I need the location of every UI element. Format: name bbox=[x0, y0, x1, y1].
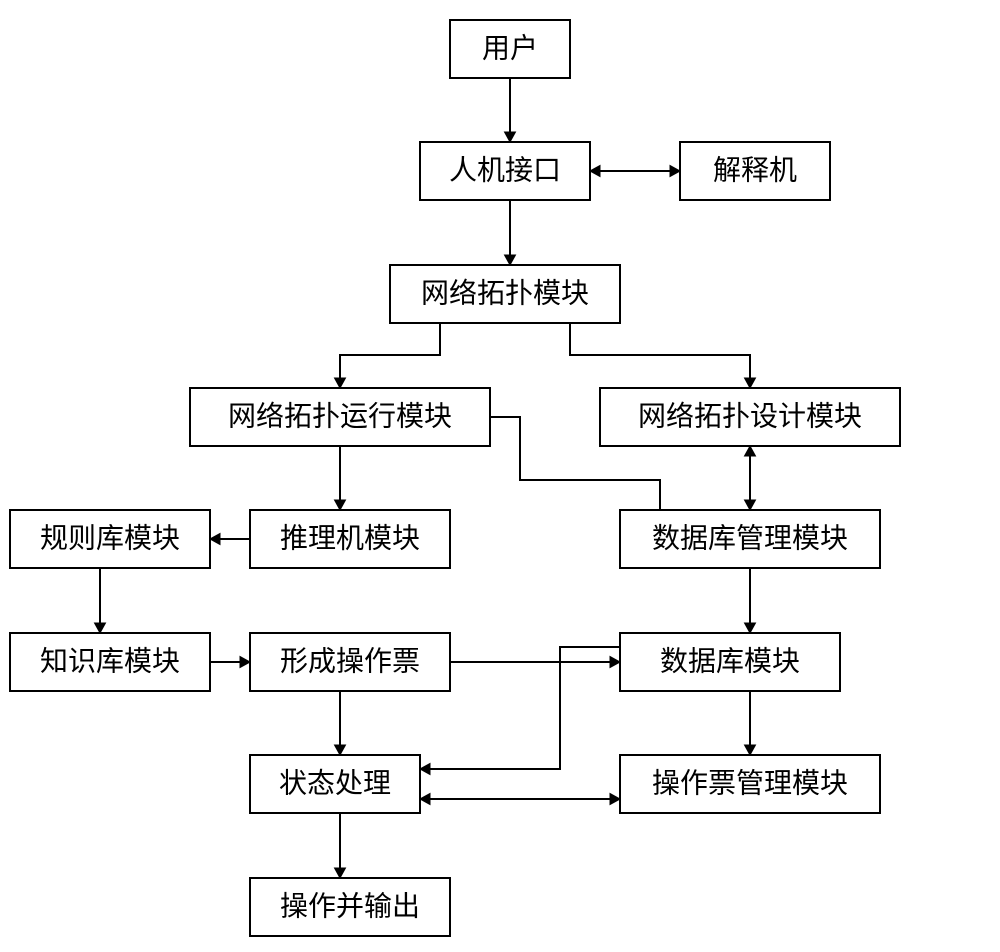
node-label-infer: 推理机模块 bbox=[280, 522, 420, 554]
node-label-ticket_mgmt: 操作票管理模块 bbox=[652, 767, 848, 799]
node-label-hmi: 人机接口 bbox=[449, 154, 561, 186]
node-infer: 推理机模块 bbox=[250, 510, 450, 568]
node-state: 状态处理 bbox=[250, 755, 420, 813]
node-label-state: 状态处理 bbox=[279, 767, 391, 799]
node-explain: 解释机 bbox=[680, 142, 830, 200]
node-db: 数据库模块 bbox=[620, 633, 840, 691]
node-label-topo_design: 网络拓扑设计模块 bbox=[638, 400, 862, 432]
node-label-db: 数据库模块 bbox=[660, 645, 800, 677]
node-label-topo_run: 网络拓扑运行模块 bbox=[228, 400, 452, 432]
node-user: 用户 bbox=[450, 20, 570, 78]
node-topo_design: 网络拓扑设计模块 bbox=[600, 388, 900, 446]
node-label-ticket: 形成操作票 bbox=[280, 645, 420, 677]
node-rule: 规则库模块 bbox=[10, 510, 210, 568]
node-topo: 网络拓扑模块 bbox=[390, 265, 620, 323]
node-label-output: 操作并输出 bbox=[280, 890, 420, 922]
node-ticket_mgmt: 操作票管理模块 bbox=[620, 755, 880, 813]
node-kb: 知识库模块 bbox=[10, 633, 210, 691]
node-output: 操作并输出 bbox=[250, 878, 450, 936]
node-topo_run: 网络拓扑运行模块 bbox=[190, 388, 490, 446]
node-label-kb: 知识库模块 bbox=[40, 645, 180, 677]
node-hmi: 人机接口 bbox=[420, 142, 590, 200]
node-label-explain: 解释机 bbox=[713, 154, 797, 186]
node-label-dbm: 数据库管理模块 bbox=[652, 522, 848, 554]
node-label-rule: 规则库模块 bbox=[40, 522, 180, 554]
node-label-topo: 网络拓扑模块 bbox=[421, 277, 589, 309]
node-label-user: 用户 bbox=[482, 32, 538, 64]
node-dbm: 数据库管理模块 bbox=[620, 510, 880, 568]
flowchart-diagram: 用户人机接口 解释机网络拓扑模块网络拓扑运行模块 网络拓扑设计模块规则库模块 推理机模… bbox=[0, 0, 1000, 952]
node-ticket: 形成操作票 bbox=[250, 633, 450, 691]
